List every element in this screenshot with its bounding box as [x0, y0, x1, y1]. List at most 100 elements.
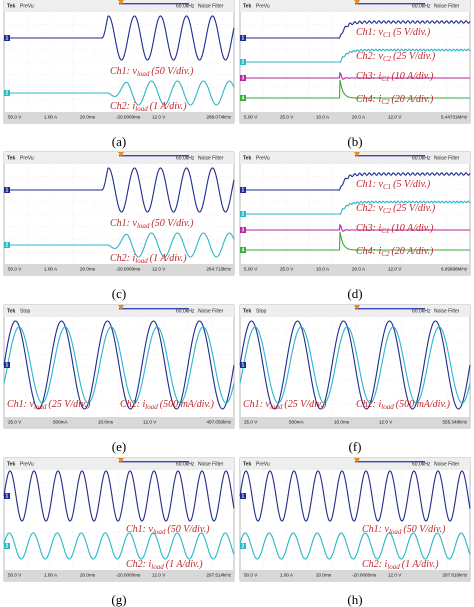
- trace: [239, 532, 471, 560]
- trace: [240, 172, 471, 191]
- annotation-variable: v: [379, 179, 384, 190]
- caption: (h): [347, 592, 362, 607]
- record-bar: [355, 461, 425, 463]
- trace: [3, 532, 235, 560]
- trace: [4, 167, 235, 213]
- bottom-bar: [4, 570, 234, 581]
- channel-marker-label: 1: [242, 493, 245, 499]
- readout: 288.074kHz: [206, 115, 231, 120]
- annotation-scale: (50 V/div.): [167, 524, 210, 535]
- trigger-marker: [354, 152, 360, 157]
- readout: -20.0000ms: [352, 573, 377, 578]
- annotation-prefix: Ch4:: [356, 94, 379, 105]
- readout: 5.00 V: [244, 267, 258, 272]
- channel-marker: [240, 362, 246, 368]
- trigger-marker: [354, 0, 360, 5]
- readout: 1.00 A: [44, 267, 58, 272]
- channel-marker: [4, 242, 10, 248]
- record-bar: [355, 3, 425, 5]
- readout: 50.0 V: [8, 267, 22, 272]
- bottom-bar: [240, 570, 470, 581]
- annotation-prefix: Ch2:: [356, 51, 379, 62]
- channel-marker-label: 1: [242, 187, 245, 193]
- annotation-scale: (1 A/div.): [150, 101, 188, 112]
- bottom-bar: [4, 264, 234, 275]
- record-bar: [119, 155, 189, 157]
- annotation-scale: (5 V/div.): [393, 179, 431, 190]
- readout: 500mA: [53, 420, 68, 425]
- readout: 12.0 V: [379, 420, 393, 425]
- bandwidth: 60.0kHz: [412, 461, 431, 467]
- annotation-scale: (25 V/div.): [284, 399, 327, 410]
- trace: [4, 80, 235, 106]
- caption: (a): [112, 134, 126, 149]
- annotation-subscript: C1: [381, 227, 389, 235]
- readout: 5.00 V: [244, 115, 258, 120]
- annotation-scale: (25 V/div.): [393, 203, 436, 214]
- channel-marker-label: 2: [6, 90, 9, 96]
- channel-marker: [4, 543, 10, 549]
- trigger-marker: [118, 0, 124, 5]
- readout: 12.0 V: [388, 115, 402, 120]
- filter: Noise Filter: [434, 3, 460, 9]
- annotation-prefix: Ch1:: [243, 399, 266, 410]
- annotation-subscript: load: [389, 528, 402, 536]
- annotation-variable: v: [385, 524, 390, 535]
- annotation-variable: i: [379, 246, 382, 257]
- channel-annotation: Ch2: iload (1 A/div.): [126, 559, 203, 570]
- annotation-subscript: C2: [383, 207, 392, 215]
- channel-marker: [4, 362, 10, 368]
- channel-annotation: Ch1: vload (50 V/div.): [362, 524, 446, 535]
- readout: 12.0 V: [388, 267, 402, 272]
- bandwidth: 60.0kHz: [412, 308, 431, 314]
- channel-marker: [4, 187, 10, 193]
- readout: 20.0ms: [80, 573, 96, 578]
- annotation-variable: v: [149, 524, 154, 535]
- readout: 500mA: [289, 420, 304, 425]
- readout: 50.0 V: [244, 573, 258, 578]
- filter: Noise Filter: [434, 155, 460, 161]
- channel-annotation: Ch1: vload (50 V/div.): [110, 66, 194, 77]
- annotation-scale: (5 V/div.): [393, 27, 431, 38]
- record-bar: [355, 155, 425, 157]
- bandwidth: 60.0kHz: [176, 461, 195, 467]
- readout: 12.0 V: [143, 420, 157, 425]
- readout: -20.0000ms: [116, 267, 141, 272]
- annotation-prefix: Ch1:: [126, 524, 149, 535]
- annotation-variable: i: [143, 399, 146, 410]
- caption: (d): [347, 286, 362, 301]
- channel-annotation: Ch1: vC1 (5 V/div.): [356, 179, 431, 190]
- filter: Noise Filter: [198, 155, 224, 161]
- annotation-scale: (25 V/div.): [48, 399, 91, 410]
- bandwidth: 60.0kHz: [176, 155, 195, 161]
- annotation-scale: (20 A/div.): [391, 246, 434, 257]
- trace: [240, 79, 470, 99]
- caption: (c): [112, 286, 126, 301]
- readout: 50.0 V: [8, 573, 22, 578]
- channel-marker-label: 2: [242, 543, 245, 549]
- bandwidth: 60.0kHz: [176, 308, 195, 314]
- channel-marker: [4, 493, 10, 499]
- filter: Noise Filter: [434, 461, 460, 467]
- brand: Tek: [7, 461, 15, 467]
- brand: Tek: [7, 308, 15, 314]
- bandwidth: 60.0kHz: [176, 3, 195, 9]
- channel-marker: [240, 493, 246, 499]
- mode: Stop: [256, 308, 267, 314]
- readout: 297.514kHz: [206, 573, 231, 578]
- readout: 5.44731MHz: [441, 115, 468, 120]
- annotation-prefix: Ch2:: [126, 559, 149, 570]
- readout: 20.0 A: [352, 115, 366, 120]
- channel-annotation: Ch1: vload (50 V/div.): [126, 524, 210, 535]
- mode: PreVu: [20, 3, 34, 9]
- channel-annotation: Ch3: iC1 (10 A/div.): [356, 71, 434, 82]
- mode: PreVu: [256, 3, 270, 9]
- record-bar: [355, 308, 425, 310]
- annotation-scale: (50 V/div.): [151, 218, 194, 229]
- channel-marker-label: 1: [242, 35, 245, 41]
- bandwidth: 60.0kHz: [412, 155, 431, 161]
- annotation-subscript: load: [137, 70, 150, 78]
- channel-marker: [4, 35, 10, 41]
